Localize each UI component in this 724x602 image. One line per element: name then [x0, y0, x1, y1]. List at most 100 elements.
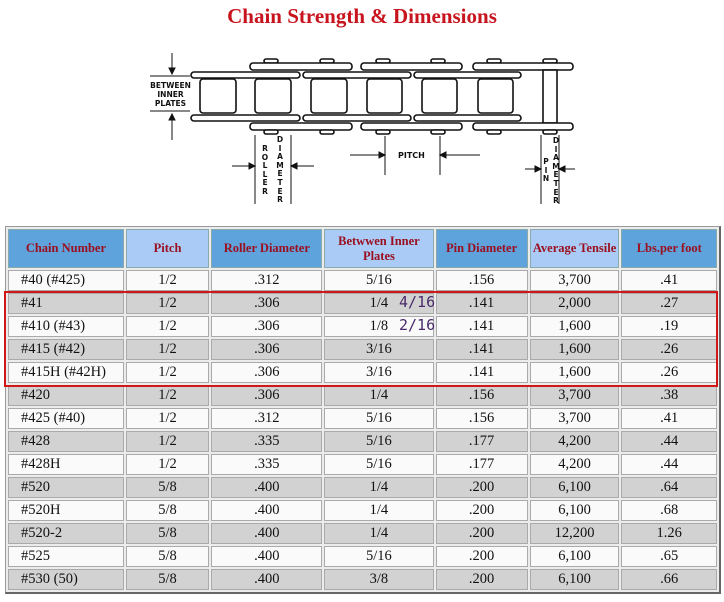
highlight-box: [4, 291, 718, 387]
table-row: #41 1/2.306 1/4.141 2,000.27: [8, 293, 717, 314]
table-cell: 6,100: [529, 500, 620, 521]
table-cell: .306: [211, 316, 323, 337]
table-cell: .400: [211, 477, 323, 498]
table-cell: 1/4: [324, 523, 434, 544]
table-row: #415H (#42H) 1/2.306 3/16.141 1,600.26: [8, 362, 717, 383]
table-cell: #410 (#43): [8, 316, 124, 337]
table-cell: .141: [435, 339, 528, 360]
table-cell: 5/8: [125, 546, 210, 567]
table-cell: .156: [435, 408, 528, 429]
table-cell: .400: [211, 546, 323, 567]
annotation-2-16: 2/16: [399, 316, 436, 334]
table-cell: 3,700: [529, 385, 620, 406]
pin-label: PIN: [542, 157, 550, 184]
table-cell: .306: [211, 339, 323, 360]
table-cell: 1/4: [324, 293, 434, 314]
table-cell: .177: [435, 454, 528, 475]
table-cell: 1/2: [125, 408, 210, 429]
table-cell: 5/8: [125, 569, 210, 590]
table-cell: 5/16: [324, 408, 434, 429]
table-cell: .200: [435, 523, 528, 544]
table-cell: 2,000: [529, 293, 620, 314]
table-cell: .400: [211, 500, 323, 521]
table-cell: 3,700: [529, 408, 620, 429]
table-cell: #530 (50): [8, 569, 124, 590]
table-cell: 1/2: [125, 362, 210, 383]
table-cell: 1.26: [621, 523, 717, 544]
table-cell: .400: [211, 523, 323, 544]
chain-diagram: [150, 53, 575, 204]
table-cell: .200: [435, 477, 528, 498]
pitch-label: PITCH: [398, 151, 425, 160]
table-row: #425 (#40) 1/2.312 5/16.156 3,700.41: [8, 408, 717, 429]
chain-table: Chain Number Pitch Roller Diameter Betwwen …: [5, 226, 721, 594]
table-cell: 5/8: [125, 523, 210, 544]
between-inner-plates-label: BETWEEN INNER PLATES: [150, 81, 191, 108]
table-row: #40 (#425) 1/2.312 5/16.156 3,700.41: [8, 270, 717, 291]
table-cell: #525: [8, 546, 124, 567]
table-row: #530 (50) 5/8.400 3/8.200 6,100.66: [8, 569, 717, 590]
table-cell: .306: [211, 362, 323, 383]
table-cell: .312: [211, 408, 323, 429]
column-header: Lbs.per foot: [621, 229, 717, 268]
pin-diameter-label: DIAMETER: [552, 136, 560, 206]
table-cell: 1/2: [125, 431, 210, 452]
table-row: #415 (#42) 1/2.306 3/16.141 1,600.26: [8, 339, 717, 360]
table-cell: 1/4: [324, 477, 434, 498]
table-cell: 1/4: [324, 500, 434, 521]
table-cell: .68: [621, 500, 717, 521]
column-header: Pitch: [125, 229, 210, 268]
table-cell: .335: [211, 431, 323, 452]
table-cell: .38: [621, 385, 717, 406]
column-header: Roller Diameter: [211, 229, 323, 268]
table-row: #525 5/8.400 5/16.200 6,100.65: [8, 546, 717, 567]
table-cell: .335: [211, 454, 323, 475]
table-row: #520H 5/8.400 1/4.200 6,100.68: [8, 500, 717, 521]
table-cell: #420: [8, 385, 124, 406]
table-cell: 5/16: [324, 431, 434, 452]
table-cell: 4,200: [529, 454, 620, 475]
table-cell: .27: [621, 293, 717, 314]
table-cell: .156: [435, 385, 528, 406]
page-title: Chain Strength & Dimensions: [227, 4, 497, 28]
table-cell: .41: [621, 270, 717, 291]
column-header: Average Tensile: [529, 229, 620, 268]
table-cell: 1/2: [125, 454, 210, 475]
table-cell: 1/2: [125, 385, 210, 406]
table-cell: .141: [435, 293, 528, 314]
table-cell: 5/16: [324, 546, 434, 567]
table-cell: 1/8: [324, 316, 434, 337]
table-cell: #520H: [8, 500, 124, 521]
table-cell: #428H: [8, 454, 124, 475]
annotation-4-16: 4/16: [399, 293, 436, 311]
table-cell: #41: [8, 293, 124, 314]
roller-label: ROLLER: [261, 144, 269, 196]
table-cell: 1/4: [324, 385, 434, 406]
column-header: Betwwen Inner Plates: [324, 229, 434, 268]
table-cell: #520-2: [8, 523, 124, 544]
table-cell: 6,100: [529, 569, 620, 590]
table-cell: 1/2: [125, 339, 210, 360]
table-cell: 3/16: [324, 362, 434, 383]
table-cell: .141: [435, 316, 528, 337]
table-row: #420 1/2.306 1/4.156 3,700.38: [8, 385, 717, 406]
table-cell: .400: [211, 569, 323, 590]
table-cell: .306: [211, 293, 323, 314]
table-cell: 5/8: [125, 477, 210, 498]
table-cell: .65: [621, 546, 717, 567]
table-row: #520-2 5/8.400 1/4.200 12,200 1.26: [8, 523, 717, 544]
table-cell: .64: [621, 477, 717, 498]
column-header: Chain Number: [8, 229, 124, 268]
table-cell: 5/16: [324, 454, 434, 475]
table-row: #520 5/8.400 1/4.200 6,100.64: [8, 477, 717, 498]
table-cell: 1/2: [125, 270, 210, 291]
table-cell: 6,100: [529, 477, 620, 498]
table-cell: .156: [435, 270, 528, 291]
table-cell: #415H (#42H): [8, 362, 124, 383]
table-cell: #520: [8, 477, 124, 498]
table-cell: .177: [435, 431, 528, 452]
table-cell: .44: [621, 454, 717, 475]
table-cell: #40 (#425): [8, 270, 124, 291]
table-cell: 5/16: [324, 270, 434, 291]
table-cell: .200: [435, 546, 528, 567]
